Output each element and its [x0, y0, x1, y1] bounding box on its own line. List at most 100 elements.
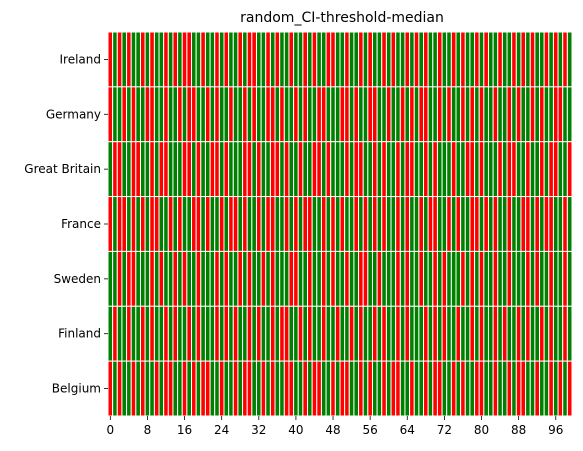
heatmap-cell [501, 305, 508, 362]
heatmap-cell [501, 250, 508, 307]
heatmap-cell [279, 141, 285, 198]
heatmap-cell [487, 196, 494, 252]
heatmap-cell [214, 31, 220, 88]
heatmap-cell [552, 141, 559, 198]
heatmap-cell [497, 360, 503, 417]
heatmap-cell [260, 250, 267, 307]
heatmap-cell [487, 360, 494, 417]
heatmap-cell [186, 305, 193, 362]
heatmap-cell [492, 141, 499, 198]
heatmap-cell [260, 86, 267, 143]
heatmap-cell [251, 196, 257, 252]
heatmap-cell [172, 250, 179, 307]
heatmap-cell [557, 360, 564, 417]
heatmap-cell [427, 360, 434, 417]
y-tick-label: Sweden [54, 272, 101, 286]
heatmap-cell [529, 196, 536, 252]
heatmap-cell [228, 305, 234, 362]
heatmap-cell [265, 250, 271, 307]
heatmap-cell [529, 31, 536, 88]
heatmap-cell [302, 250, 309, 307]
heatmap-cell [139, 196, 146, 252]
heatmap-cell [325, 250, 332, 307]
heatmap-cell [297, 141, 304, 198]
heatmap-cell [427, 31, 434, 88]
heatmap-cell [469, 31, 476, 88]
heatmap-cell [385, 196, 392, 252]
heatmap-cell [409, 305, 415, 362]
heatmap-cell [478, 141, 485, 198]
heatmap-cell [381, 250, 387, 307]
heatmap-cell [223, 141, 230, 198]
heatmap-cell [172, 305, 179, 362]
heatmap-cell [367, 360, 373, 417]
heatmap-cell [497, 86, 503, 143]
heatmap-cell [297, 86, 304, 143]
heatmap-cell [557, 305, 564, 362]
heatmap-cell [181, 86, 188, 143]
heatmap-cell [552, 360, 559, 417]
heatmap-cell [130, 196, 137, 252]
heatmap-cell [381, 305, 387, 362]
heatmap-cell [158, 360, 165, 417]
heatmap-cell [376, 31, 383, 88]
heatmap-cell [330, 141, 336, 198]
heatmap-cell [200, 305, 206, 362]
heatmap-cell [376, 141, 383, 198]
heatmap-cell [566, 250, 573, 307]
heatmap-cell [344, 250, 350, 307]
heatmap-cell [418, 360, 425, 417]
heatmap-cell [501, 31, 508, 88]
heatmap-cell [255, 305, 262, 362]
heatmap-cell [487, 86, 494, 143]
heatmap-cell [362, 141, 369, 198]
heatmap-cell [283, 31, 290, 88]
heatmap-cell [223, 86, 230, 143]
heatmap-cell [390, 141, 397, 198]
heatmap-cell [464, 141, 471, 198]
heatmap-cell [144, 360, 151, 417]
heatmap-cell [126, 86, 132, 143]
heatmap-cell [228, 141, 234, 198]
heatmap-cell [413, 86, 420, 143]
heatmap-cell [251, 250, 257, 307]
heatmap-cell [191, 305, 197, 362]
heatmap-cell [186, 141, 193, 198]
heatmap-cell [288, 86, 295, 143]
heatmap-cell [501, 141, 508, 198]
heatmap-cell [353, 196, 360, 252]
x-tick-label: 88 [511, 423, 526, 437]
heatmap-cell [218, 86, 225, 143]
heatmap-cell [288, 360, 295, 417]
heatmap-cell [260, 31, 267, 88]
heatmap-cell [121, 141, 128, 198]
heatmap-cell [228, 196, 234, 252]
heatmap-cell [455, 360, 462, 417]
heatmap-cell [506, 31, 513, 88]
heatmap-cell [228, 86, 234, 143]
heatmap-cell [399, 305, 406, 362]
heatmap-cell [409, 86, 415, 143]
heatmap-cell [279, 360, 285, 417]
heatmap-cell [181, 305, 188, 362]
heatmap-cell [501, 360, 508, 417]
heatmap-cell [116, 305, 123, 362]
heatmap-cell [293, 31, 299, 88]
x-tick-label: 24 [214, 423, 229, 437]
heatmap-cell [255, 86, 262, 143]
heatmap-cell [450, 141, 457, 198]
heatmap-cell [195, 250, 202, 307]
heatmap-cell [446, 31, 452, 88]
heatmap-cell [167, 31, 174, 88]
heatmap-cell [311, 141, 318, 198]
heatmap-cell [427, 250, 434, 307]
heatmap-cell [511, 141, 517, 198]
heatmap-cell [316, 360, 322, 417]
heatmap-cell [497, 250, 503, 307]
heatmap-cell [348, 31, 355, 88]
heatmap-cell [557, 141, 564, 198]
heatmap-cell [390, 86, 397, 143]
heatmap-cell [404, 250, 411, 307]
heatmap-cell [242, 196, 248, 252]
heatmap-cell [144, 31, 151, 88]
